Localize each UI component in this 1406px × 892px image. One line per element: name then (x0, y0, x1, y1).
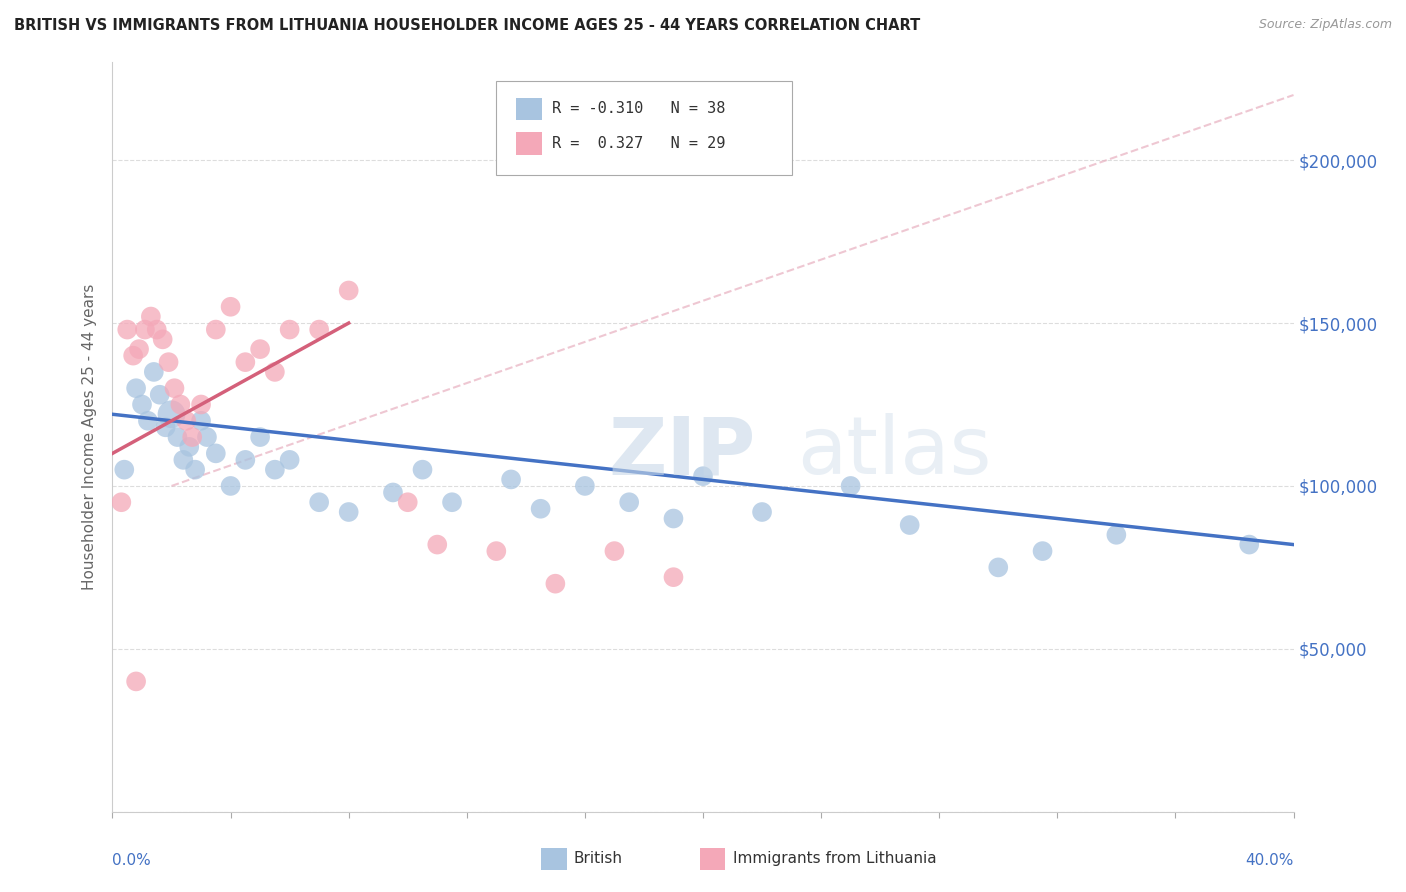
Point (157, 355, 180, 369)
Point (987, 560, 1010, 574)
Point (396, 495, 419, 509)
Point (112, 463, 135, 477)
Point (264, 463, 287, 477)
Point (160, 407, 183, 421)
Point (441, 495, 464, 509)
Point (146, 322, 169, 336)
Point (181, 430, 204, 444)
Point (619, 495, 641, 509)
Point (163, 381, 186, 395)
FancyBboxPatch shape (516, 132, 543, 154)
Point (751, 505, 773, 519)
Point (544, 576, 567, 591)
Point (169, 397, 191, 411)
Point (136, 414, 159, 428)
Point (172, 453, 194, 467)
Point (501, 472, 523, 486)
Text: R =  0.327   N = 29: R = 0.327 N = 29 (551, 136, 725, 151)
Text: 40.0%: 40.0% (1246, 853, 1294, 868)
Point (662, 570, 685, 584)
Point (308, 495, 330, 509)
Point (1105, 528, 1128, 542)
Point (179, 440, 201, 454)
Point (308, 322, 330, 336)
Text: R = -0.310   N = 38: R = -0.310 N = 38 (551, 102, 725, 116)
Point (249, 342, 271, 356)
Point (898, 518, 921, 533)
Point (382, 485, 405, 500)
Point (603, 544, 626, 558)
Point (117, 322, 138, 336)
Point (125, 381, 148, 395)
Point (205, 322, 228, 336)
Point (155, 420, 177, 434)
Point (264, 365, 287, 379)
Point (110, 495, 132, 509)
Point (139, 310, 162, 324)
Point (131, 397, 153, 411)
Point (125, 674, 148, 689)
Point (195, 430, 218, 444)
Point (249, 430, 271, 444)
Point (190, 397, 212, 411)
Point (205, 446, 228, 460)
Text: British: British (574, 851, 623, 865)
Point (278, 322, 301, 336)
FancyBboxPatch shape (496, 81, 792, 175)
Point (692, 469, 714, 483)
Point (128, 342, 150, 356)
Point (337, 284, 360, 298)
Y-axis label: Householder Income Ages 25 - 44 years: Householder Income Ages 25 - 44 years (82, 284, 97, 591)
Text: Source: ZipAtlas.com: Source: ZipAtlas.com (1258, 18, 1392, 31)
Text: ZIP: ZIP (609, 413, 756, 491)
Point (233, 355, 256, 369)
Point (337, 505, 360, 519)
Point (152, 332, 174, 346)
Point (184, 463, 207, 477)
Point (412, 463, 434, 477)
Point (426, 538, 449, 552)
Point (529, 501, 551, 516)
Point (839, 479, 862, 493)
Point (174, 414, 197, 428)
Point (219, 479, 242, 493)
Point (574, 479, 596, 493)
Point (233, 453, 256, 467)
Point (219, 300, 242, 314)
Text: Immigrants from Lithuania: Immigrants from Lithuania (733, 851, 936, 865)
Point (1032, 544, 1054, 558)
Point (485, 544, 508, 558)
Point (122, 349, 145, 363)
Text: BRITISH VS IMMIGRANTS FROM LITHUANIA HOUSEHOLDER INCOME AGES 25 - 44 YEARS CORRE: BRITISH VS IMMIGRANTS FROM LITHUANIA HOU… (14, 18, 921, 33)
Point (662, 511, 685, 525)
Text: atlas: atlas (797, 413, 991, 491)
FancyBboxPatch shape (516, 97, 543, 120)
Point (149, 388, 172, 402)
Point (1239, 538, 1261, 552)
Point (278, 453, 301, 467)
Text: 0.0%: 0.0% (112, 853, 152, 868)
Point (190, 414, 212, 428)
Point (134, 322, 156, 336)
Point (142, 365, 165, 379)
Point (166, 430, 188, 444)
